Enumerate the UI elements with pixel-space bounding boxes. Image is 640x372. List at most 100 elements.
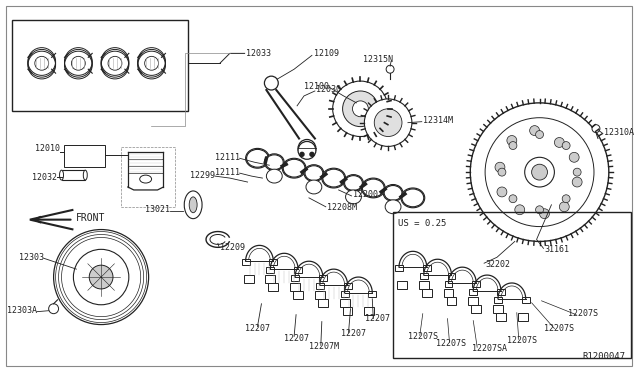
Bar xyxy=(472,281,480,287)
Circle shape xyxy=(74,249,129,305)
Text: 12207M: 12207M xyxy=(309,342,339,351)
Ellipse shape xyxy=(246,148,269,168)
Text: 12207: 12207 xyxy=(365,314,390,323)
Text: 12315N: 12315N xyxy=(364,55,394,64)
Circle shape xyxy=(470,103,609,241)
Ellipse shape xyxy=(344,176,362,190)
Ellipse shape xyxy=(282,158,306,178)
Circle shape xyxy=(509,195,517,203)
Bar xyxy=(468,297,478,305)
Circle shape xyxy=(554,138,564,147)
Bar xyxy=(266,267,275,273)
Bar xyxy=(63,145,105,167)
Bar xyxy=(469,289,477,295)
Text: FRONT: FRONT xyxy=(76,213,106,223)
Circle shape xyxy=(525,157,554,187)
Text: 12100: 12100 xyxy=(304,81,329,90)
Bar xyxy=(522,297,530,303)
Circle shape xyxy=(54,230,148,324)
Circle shape xyxy=(498,168,506,176)
Circle shape xyxy=(386,65,394,73)
Circle shape xyxy=(495,162,505,172)
Circle shape xyxy=(333,81,388,137)
Ellipse shape xyxy=(362,179,384,197)
Bar xyxy=(494,297,502,303)
Bar xyxy=(293,291,303,299)
Bar xyxy=(290,283,300,291)
Bar xyxy=(344,283,351,289)
Bar xyxy=(444,289,454,297)
Bar xyxy=(518,313,527,321)
Bar xyxy=(12,20,188,111)
Bar xyxy=(369,291,376,297)
Ellipse shape xyxy=(140,175,152,183)
Text: 12314M: 12314M xyxy=(423,116,452,125)
Ellipse shape xyxy=(346,190,362,204)
Text: 12111: 12111 xyxy=(214,153,239,162)
Text: 32202: 32202 xyxy=(485,260,510,269)
Ellipse shape xyxy=(264,76,278,90)
Ellipse shape xyxy=(344,174,364,192)
Bar xyxy=(318,299,328,307)
Text: 12209: 12209 xyxy=(220,243,245,252)
Bar xyxy=(419,281,429,289)
Text: 12207SA: 12207SA xyxy=(472,344,508,353)
Circle shape xyxy=(559,202,569,212)
Ellipse shape xyxy=(323,169,344,187)
Circle shape xyxy=(569,153,579,162)
Circle shape xyxy=(89,265,113,289)
Text: 12109: 12109 xyxy=(314,49,339,58)
Text: 12207S: 12207S xyxy=(408,332,438,341)
Bar xyxy=(445,281,452,287)
Ellipse shape xyxy=(246,150,268,167)
Circle shape xyxy=(592,125,600,132)
Ellipse shape xyxy=(60,170,63,180)
Ellipse shape xyxy=(266,155,284,170)
Circle shape xyxy=(540,209,550,219)
Ellipse shape xyxy=(266,169,282,183)
Bar xyxy=(266,275,275,283)
Ellipse shape xyxy=(298,141,316,159)
Ellipse shape xyxy=(402,189,424,207)
Bar xyxy=(447,273,456,279)
Bar xyxy=(242,259,250,265)
Ellipse shape xyxy=(284,159,305,177)
Text: 12207S: 12207S xyxy=(507,336,537,345)
Ellipse shape xyxy=(362,178,385,198)
Bar xyxy=(294,267,302,273)
Circle shape xyxy=(509,142,517,150)
Ellipse shape xyxy=(189,197,197,213)
Circle shape xyxy=(562,195,570,203)
Bar xyxy=(319,275,327,281)
Bar xyxy=(422,289,431,297)
Ellipse shape xyxy=(383,185,403,201)
Text: 12303: 12303 xyxy=(19,253,44,262)
Bar xyxy=(268,283,278,291)
Circle shape xyxy=(342,91,378,126)
Bar xyxy=(395,265,403,271)
Text: 31161: 31161 xyxy=(545,245,570,254)
Circle shape xyxy=(374,109,402,137)
Text: 12207S: 12207S xyxy=(545,324,575,333)
Text: 12208M: 12208M xyxy=(327,203,356,212)
Bar xyxy=(316,283,324,289)
Ellipse shape xyxy=(305,166,323,180)
Circle shape xyxy=(353,101,369,117)
Bar xyxy=(342,307,353,315)
Ellipse shape xyxy=(384,186,402,201)
Circle shape xyxy=(515,205,525,215)
Bar xyxy=(496,313,506,321)
Bar xyxy=(269,259,277,265)
Circle shape xyxy=(497,187,507,197)
Bar xyxy=(340,291,349,297)
Ellipse shape xyxy=(83,170,87,180)
Circle shape xyxy=(532,164,547,180)
Ellipse shape xyxy=(298,140,316,157)
Text: R1200047: R1200047 xyxy=(582,352,626,361)
Bar xyxy=(420,273,428,279)
Ellipse shape xyxy=(184,191,202,219)
Circle shape xyxy=(530,126,540,135)
Bar xyxy=(364,307,374,315)
Bar xyxy=(423,265,431,271)
Ellipse shape xyxy=(322,168,346,188)
